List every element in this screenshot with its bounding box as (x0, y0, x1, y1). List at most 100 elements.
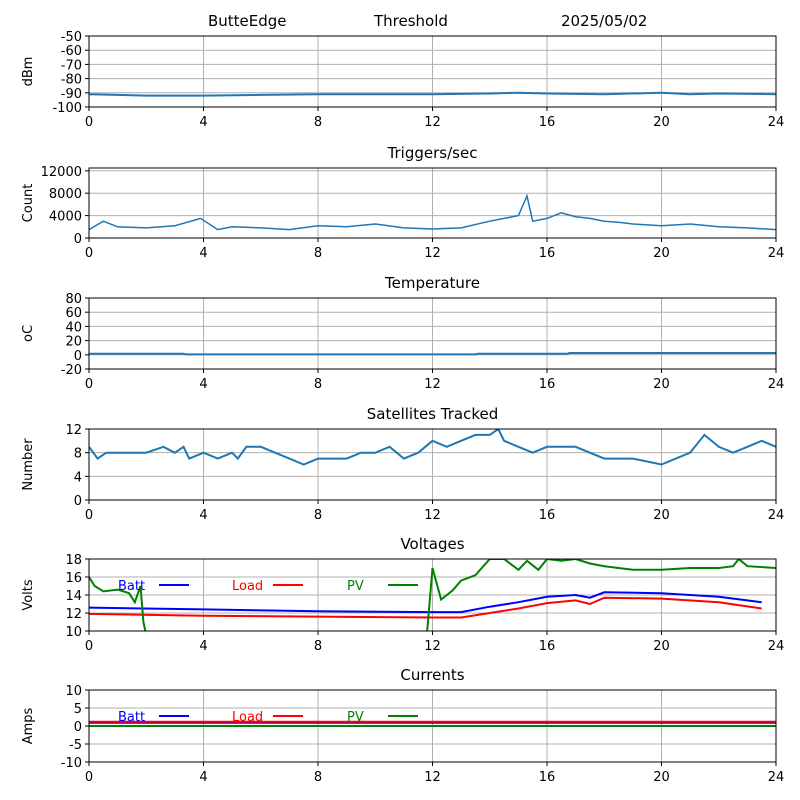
x-tick-label: 16 (539, 639, 556, 654)
legend-label-load: Load (232, 579, 263, 594)
y-tick-label: 12 (65, 607, 82, 622)
series-line-0 (89, 91, 776, 97)
x-tick-label: 0 (85, 770, 93, 785)
panel-5: 0 4 8 12 16 20 24 -10 -5 0 5 10 Currents Amps Batt Load… (21, 666, 784, 785)
y-tick-label: 4000 (49, 210, 82, 225)
y-tick-label: 8000 (49, 187, 82, 202)
panel-title: Voltages (400, 535, 464, 553)
series-line-0 (89, 352, 776, 356)
x-tick-label: 24 (768, 770, 785, 785)
y-tick-label: 0 (74, 349, 82, 364)
series-line-0 (89, 429, 776, 466)
x-tick-label: 24 (768, 246, 785, 261)
axes-frame (88, 35, 777, 108)
x-tick-label: 8 (314, 115, 322, 130)
series-line-pv (89, 559, 776, 631)
x-tick-label: 20 (653, 639, 670, 654)
y-tick-label: -60 (61, 44, 82, 59)
x-tick-label: 20 (653, 377, 670, 392)
y-tick-label: -50 (61, 30, 82, 45)
y-axis-label: Count (21, 184, 36, 223)
y-tick-label: 14 (65, 589, 82, 604)
panel-3: 0 4 8 12 16 20 24 0 4 8 12 Satellites Tracked Number (21, 405, 784, 523)
x-tick-label: 0 (85, 508, 93, 523)
x-tick-label: 8 (314, 639, 322, 654)
y-tick-label: 10 (65, 625, 82, 640)
axes-frame (88, 297, 777, 370)
x-tick-label: 20 (653, 115, 670, 130)
x-tick-label: 8 (314, 377, 322, 392)
y-axis-label: oC (21, 325, 36, 342)
y-tick-label: 10 (65, 684, 82, 699)
x-tick-label: 16 (539, 508, 556, 523)
y-tick-label: -20 (61, 363, 82, 378)
x-tick-label: 24 (768, 639, 785, 654)
y-axis-label: Number (21, 438, 36, 491)
x-tick-label: 24 (768, 377, 785, 392)
panel-title: Triggers/sec (387, 144, 478, 162)
y-tick-label: -10 (61, 756, 82, 771)
y-tick-label: 4 (74, 470, 82, 485)
x-tick-label: 12 (424, 377, 441, 392)
header-station: ButteEdge (208, 12, 287, 30)
panel-title: Temperature (384, 274, 480, 292)
y-tick-label: 0 (74, 232, 82, 247)
x-tick-label: 12 (424, 246, 441, 261)
legend-label-pv: PV (347, 579, 364, 594)
y-tick-label: -5 (69, 738, 82, 753)
axes-frame (88, 428, 777, 501)
y-tick-label: -70 (61, 58, 82, 73)
y-tick-label: -90 (61, 87, 82, 102)
y-axis-label: Volts (21, 579, 36, 611)
x-tick-label: 20 (653, 770, 670, 785)
x-tick-label: 4 (199, 508, 207, 523)
x-tick-label: 4 (199, 377, 207, 392)
x-tick-label: 8 (314, 246, 322, 261)
header-mode: Threshold (373, 12, 448, 30)
y-tick-label: 40 (65, 320, 82, 335)
x-tick-label: 24 (768, 508, 785, 523)
y-axis-label: dBm (21, 57, 36, 87)
axes-frame (88, 167, 777, 239)
x-tick-label: 8 (314, 770, 322, 785)
panel-1: 0 4 8 12 16 20 24 0 4000 8000 12000 Triggers/sec Cou… (21, 144, 784, 261)
y-axis-label: Amps (21, 707, 36, 744)
x-tick-label: 0 (85, 115, 93, 130)
x-tick-label: 12 (424, 115, 441, 130)
series-line-load (89, 596, 762, 619)
x-tick-label: 12 (424, 770, 441, 785)
y-tick-label: -80 (61, 73, 82, 88)
y-tick-label: 80 (65, 292, 82, 307)
x-tick-label: 4 (199, 639, 207, 654)
legend-label-batt: Batt (118, 579, 145, 594)
x-tick-label: 20 (653, 508, 670, 523)
x-tick-label: 20 (653, 246, 670, 261)
panel-title: Currents (400, 666, 464, 684)
x-tick-label: 8 (314, 508, 322, 523)
y-tick-label: 12000 (41, 165, 82, 180)
panel-title: Satellites Tracked (367, 405, 498, 423)
x-tick-label: 12 (424, 639, 441, 654)
axes-frame (88, 689, 777, 763)
x-tick-label: 16 (539, 770, 556, 785)
legend-label-batt: Batt (118, 710, 145, 725)
x-tick-label: 16 (539, 115, 556, 130)
panel-4: 0 4 8 12 16 20 24 10 12 14 16 18 Voltages Volts Batt Lo… (21, 535, 784, 654)
x-tick-label: 16 (539, 246, 556, 261)
y-tick-label: 60 (65, 306, 82, 321)
y-tick-label: 18 (65, 553, 82, 568)
header-date: 2025/05/02 (561, 12, 647, 30)
x-tick-label: 12 (424, 508, 441, 523)
x-tick-label: 4 (199, 246, 207, 261)
y-tick-label: 16 (65, 571, 82, 586)
y-tick-label: 8 (74, 447, 82, 462)
y-tick-label: -100 (52, 101, 82, 116)
legend-label-load: Load (232, 710, 263, 725)
x-tick-label: 0 (85, 246, 93, 261)
y-tick-label: 5 (74, 702, 82, 717)
legend-label-pv: PV (347, 710, 364, 725)
x-tick-label: 4 (199, 115, 207, 130)
series-line-0 (89, 193, 776, 231)
